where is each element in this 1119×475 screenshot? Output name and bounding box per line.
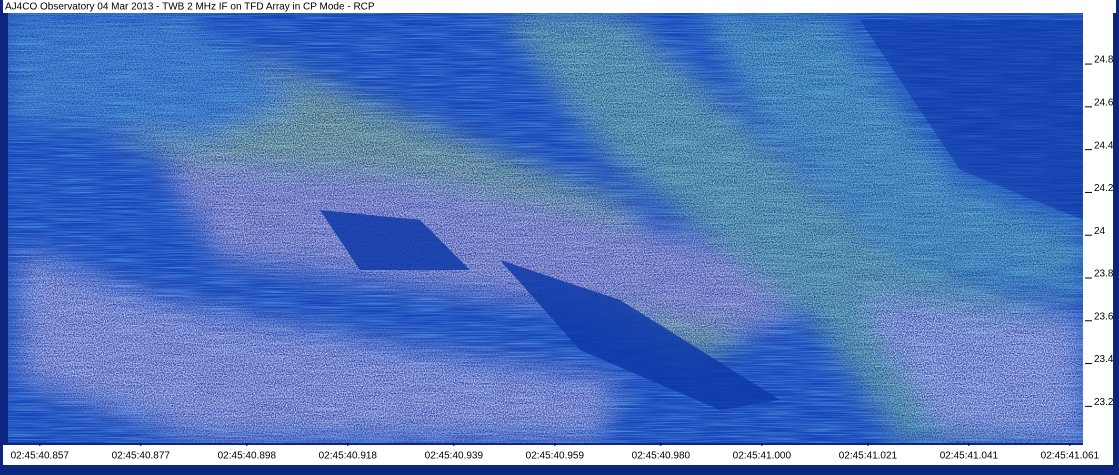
spectrogram-image — [8, 13, 1083, 443]
x-axis-strip — [3, 445, 1113, 465]
x-tick-label: 02:45:40.959 — [526, 451, 585, 462]
x-tick-label: 02:45:41.041 — [940, 451, 999, 462]
x-tick-label: 02:45:40.857 — [11, 451, 70, 462]
title-bar — [3, 0, 1116, 13]
y-tick-label: 24.4 — [1094, 140, 1114, 151]
y-tick-label: 23.2 — [1094, 397, 1114, 408]
y-tick-label: 24 — [1094, 226, 1106, 237]
x-tick-label: 02:45:41.061 — [1041, 451, 1100, 462]
x-tick-label: 02:45:41.021 — [839, 451, 898, 462]
x-tick-label: 02:45:40.918 — [319, 451, 378, 462]
x-tick-label: 02:45:40.877 — [112, 451, 171, 462]
y-axis-strip — [1083, 13, 1113, 445]
y-tick-label: 24.8 — [1094, 55, 1114, 66]
y-tick-label: 24.2 — [1094, 183, 1114, 194]
x-tick-label: 02:45:40.898 — [218, 451, 277, 462]
x-tick-label: 02:45:40.939 — [425, 451, 484, 462]
y-tick-label: 23.6 — [1094, 311, 1114, 322]
x-tick-label: 02:45:40.980 — [632, 451, 691, 462]
x-tick-label: 02:45:41.000 — [733, 451, 792, 462]
y-tick-label: 23.4 — [1094, 354, 1114, 365]
chart-title: AJ4CO Observatory 04 Mar 2013 - TWB 2 MH… — [5, 2, 375, 13]
y-tick-label: 23.8 — [1094, 269, 1114, 280]
y-tick-label: 24.6 — [1094, 97, 1114, 108]
